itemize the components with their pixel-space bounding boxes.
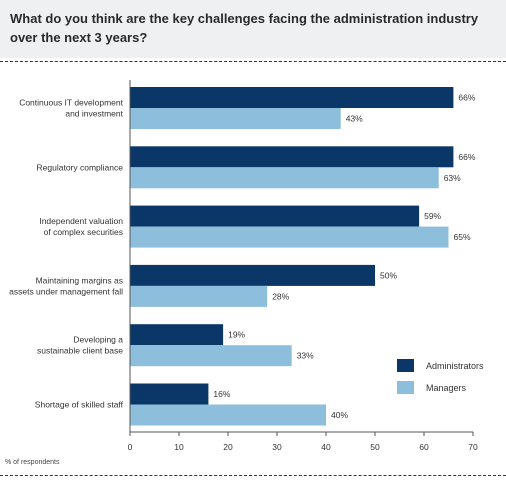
bar-administrators-0 bbox=[130, 87, 454, 108]
value-label-managers-1: 63% bbox=[444, 173, 461, 183]
bar-managers-0 bbox=[130, 108, 341, 129]
x-tick-label-40: 40 bbox=[321, 442, 331, 452]
legend-swatch-administrators bbox=[397, 359, 414, 372]
bar-managers-3 bbox=[130, 285, 268, 307]
category-label-0-1: and investment bbox=[65, 109, 123, 119]
axis-footnote: % of respondents bbox=[5, 459, 60, 466]
bar-managers-5 bbox=[130, 404, 326, 426]
value-label-administrators-2: 59% bbox=[424, 211, 441, 221]
category-label-2-0: Independent valuation bbox=[39, 216, 123, 226]
title-banner: What do you think are the key challenges… bbox=[0, 0, 506, 58]
value-label-managers-2: 65% bbox=[454, 232, 471, 242]
x-tick-label-20: 20 bbox=[223, 442, 233, 452]
category-label-0-0: Continuous IT development bbox=[19, 98, 123, 108]
value-label-administrators-5: 16% bbox=[213, 389, 230, 399]
bar-managers-1 bbox=[130, 167, 439, 189]
x-tick-label-30: 30 bbox=[272, 442, 282, 452]
x-tick-label-70: 70 bbox=[468, 442, 478, 452]
value-label-administrators-4: 19% bbox=[228, 330, 245, 340]
bar-administrators-3 bbox=[130, 264, 375, 286]
bottom-divider bbox=[0, 475, 506, 476]
category-label-3-1: assets under management fall bbox=[9, 286, 123, 296]
value-label-administrators-0: 66% bbox=[458, 93, 475, 103]
bar-administrators-2 bbox=[130, 205, 420, 227]
value-label-administrators-1: 66% bbox=[458, 152, 475, 162]
top-divider bbox=[0, 61, 506, 62]
value-label-administrators-3: 50% bbox=[380, 270, 397, 280]
legend-swatch-managers bbox=[397, 381, 414, 394]
chart-title: What do you think are the key challenges… bbox=[10, 11, 479, 45]
bar-administrators-4 bbox=[130, 324, 224, 346]
value-label-managers-5: 40% bbox=[331, 410, 348, 420]
category-label-4-0: Developing a bbox=[73, 335, 123, 345]
category-label-4-1: sustainable client base bbox=[37, 346, 123, 356]
value-label-managers-4: 33% bbox=[297, 351, 314, 361]
bar-managers-4 bbox=[130, 345, 292, 367]
category-label-5-0: Shortage of skilled staff bbox=[35, 400, 124, 410]
category-label-1-0: Regulatory compliance bbox=[37, 162, 124, 172]
category-label-3-0: Maintaining margins as bbox=[36, 275, 123, 285]
x-tick-label-10: 10 bbox=[174, 442, 184, 452]
value-label-managers-3: 28% bbox=[272, 291, 289, 301]
x-tick-label-50: 50 bbox=[370, 442, 380, 452]
x-tick-label-60: 60 bbox=[419, 442, 429, 452]
category-label-2-1: of complex securities bbox=[44, 227, 123, 237]
bar-administrators-5 bbox=[130, 383, 209, 405]
legend-label-managers: Managers bbox=[426, 383, 467, 393]
value-label-managers-0: 43% bbox=[346, 114, 363, 124]
bar-administrators-1 bbox=[130, 146, 454, 168]
legend-label-administrators: Administrators bbox=[426, 361, 484, 371]
x-tick-label-0: 0 bbox=[128, 442, 133, 452]
bar-managers-2 bbox=[130, 226, 449, 248]
